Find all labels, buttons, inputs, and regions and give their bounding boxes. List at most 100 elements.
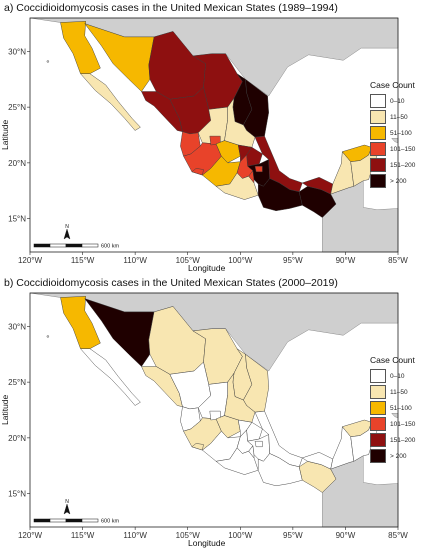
state-sinaloa [141,91,183,132]
legend-swatch [370,385,386,399]
y-tick-label: 20°N [8,159,26,168]
legend-label: 51–100 [390,404,412,412]
legend-item: 51–100 [370,400,444,416]
state-tlaxcala [254,165,263,173]
legend-label: 0–10 [390,97,405,105]
x-tick-label: 115°W [71,531,95,540]
map-frame [29,292,399,528]
legend-label: > 200 [390,452,407,460]
legend-item: 151–200 [370,432,444,448]
legend-swatch [370,417,386,431]
legend-swatch [370,110,386,124]
legend-swatch [370,369,386,383]
y-tick-label: 30°N [8,322,26,331]
scale-bar-segment [81,243,99,248]
state-baja-california [60,296,101,349]
legend-swatch [370,142,386,156]
north-arrow-icon [63,228,71,240]
state-baja-california-sur [80,73,141,131]
state-san-luis-potosi [224,372,256,423]
north-arrow-icon [63,503,71,515]
legend-item: > 200 [370,448,444,464]
x-tick-label: 100°W [228,256,253,265]
y-tick-label: 30°N [8,47,26,56]
y-tick-label: 25°N [8,378,26,387]
x-tick-label: 95°W [283,531,303,540]
scale-bar-segment [49,518,67,523]
y-tick-label: 15°N [8,490,26,499]
scale-bar-segment [81,518,99,523]
state-oaxaca [257,178,303,212]
state-baja-california-sur [80,348,141,406]
map-panel-a: a) Coccidioidomycosis cases in the Unite… [0,2,444,273]
legend-label: 101–150 [390,145,416,153]
x-tick-label: 110°W [123,531,147,540]
y-tick-label: 25°N [8,103,26,112]
map-frame [29,17,399,253]
legend-label: 151–200 [390,161,416,169]
north-arrow-label: N [65,224,69,230]
scale-bar-segment [33,518,51,523]
scale-bar-segment [65,518,83,523]
panel-title: b) Coccidioidomycosis cases in the Unite… [4,277,338,289]
legend-item: 151–200 [370,157,444,173]
legend: Case Count 0–10 11–50 51–100 101–150 151… [370,355,444,464]
legend-swatch [370,401,386,415]
legend: Case Count 0–10 11–50 51–100 101–150 151… [370,80,444,189]
legend-label: 11–50 [390,113,408,121]
x-tick-label: 100°W [228,531,253,540]
scale-bar-segment [65,243,83,248]
x-tick-label: 105°W [176,531,201,540]
legend-title: Case Count [370,355,415,365]
x-tick-label: 105°W [176,256,201,265]
north-arrow-label: N [65,499,69,505]
x-axis-label: Longitude [188,538,226,548]
map-svg: 120°W 115°W 110°W 105°W 100°W 95°W 90°W 85°W 15°… [8,292,408,540]
legend-item: > 200 [370,173,444,189]
scale-bar-label: 600 km [101,244,119,250]
x-tick-label: 90°W [336,256,356,265]
legend-swatch [370,174,386,188]
legend-swatch [370,126,386,140]
legend-swatch [370,433,386,447]
legend-label: 101–150 [390,420,416,428]
y-axis-label: Latitude [0,119,10,150]
state-baja-california [60,21,101,74]
legend-item: 11–50 [370,384,444,400]
x-tick-label: 90°W [336,531,356,540]
legend-label: 151–200 [390,436,416,444]
scale-bar-label: 600 km [101,519,119,525]
island-guadalupe [46,60,50,63]
scale-bar-segment [49,243,67,248]
legend-item: 11–50 [370,109,444,125]
state-colima [191,443,204,451]
y-tick-label: 20°N [8,434,26,443]
legend-label: 51–100 [390,129,412,137]
scale-bar-segment [33,243,51,248]
legend-swatch [370,94,386,108]
map-panel-b: b) Coccidioidomycosis cases in the Unite… [0,275,448,550]
y-tick-label: 15°N [8,215,26,224]
legend-item: 101–150 [370,416,444,432]
x-tick-label: 115°W [71,256,95,265]
legend-label: > 200 [390,177,407,185]
state-colima [191,168,204,176]
legend-item: 0–10 [370,93,444,109]
state-oaxaca [257,453,303,487]
legend-swatch [370,449,386,463]
y-axis-label: Latitude [0,394,10,425]
panel-title: a) Coccidioidomycosis cases in the Unite… [4,2,338,14]
x-tick-label: 85°W [388,531,408,540]
legend-swatch [370,158,386,172]
legend-label: 0–10 [390,372,405,380]
map-svg: 120°W 115°W 110°W 105°W 100°W 95°W 90°W 85°W 15°… [8,17,408,265]
x-tick-label: 120°W [18,256,43,265]
x-axis-label: Longitude [188,263,226,273]
state-san-luis-potosi [224,97,256,148]
x-tick-label: 120°W [18,531,43,540]
x-tick-label: 85°W [388,256,408,265]
legend-label: 11–50 [390,388,408,396]
legend-item: 0–10 [370,368,444,384]
state-tlaxcala [254,440,263,448]
island-guadalupe [46,335,50,338]
